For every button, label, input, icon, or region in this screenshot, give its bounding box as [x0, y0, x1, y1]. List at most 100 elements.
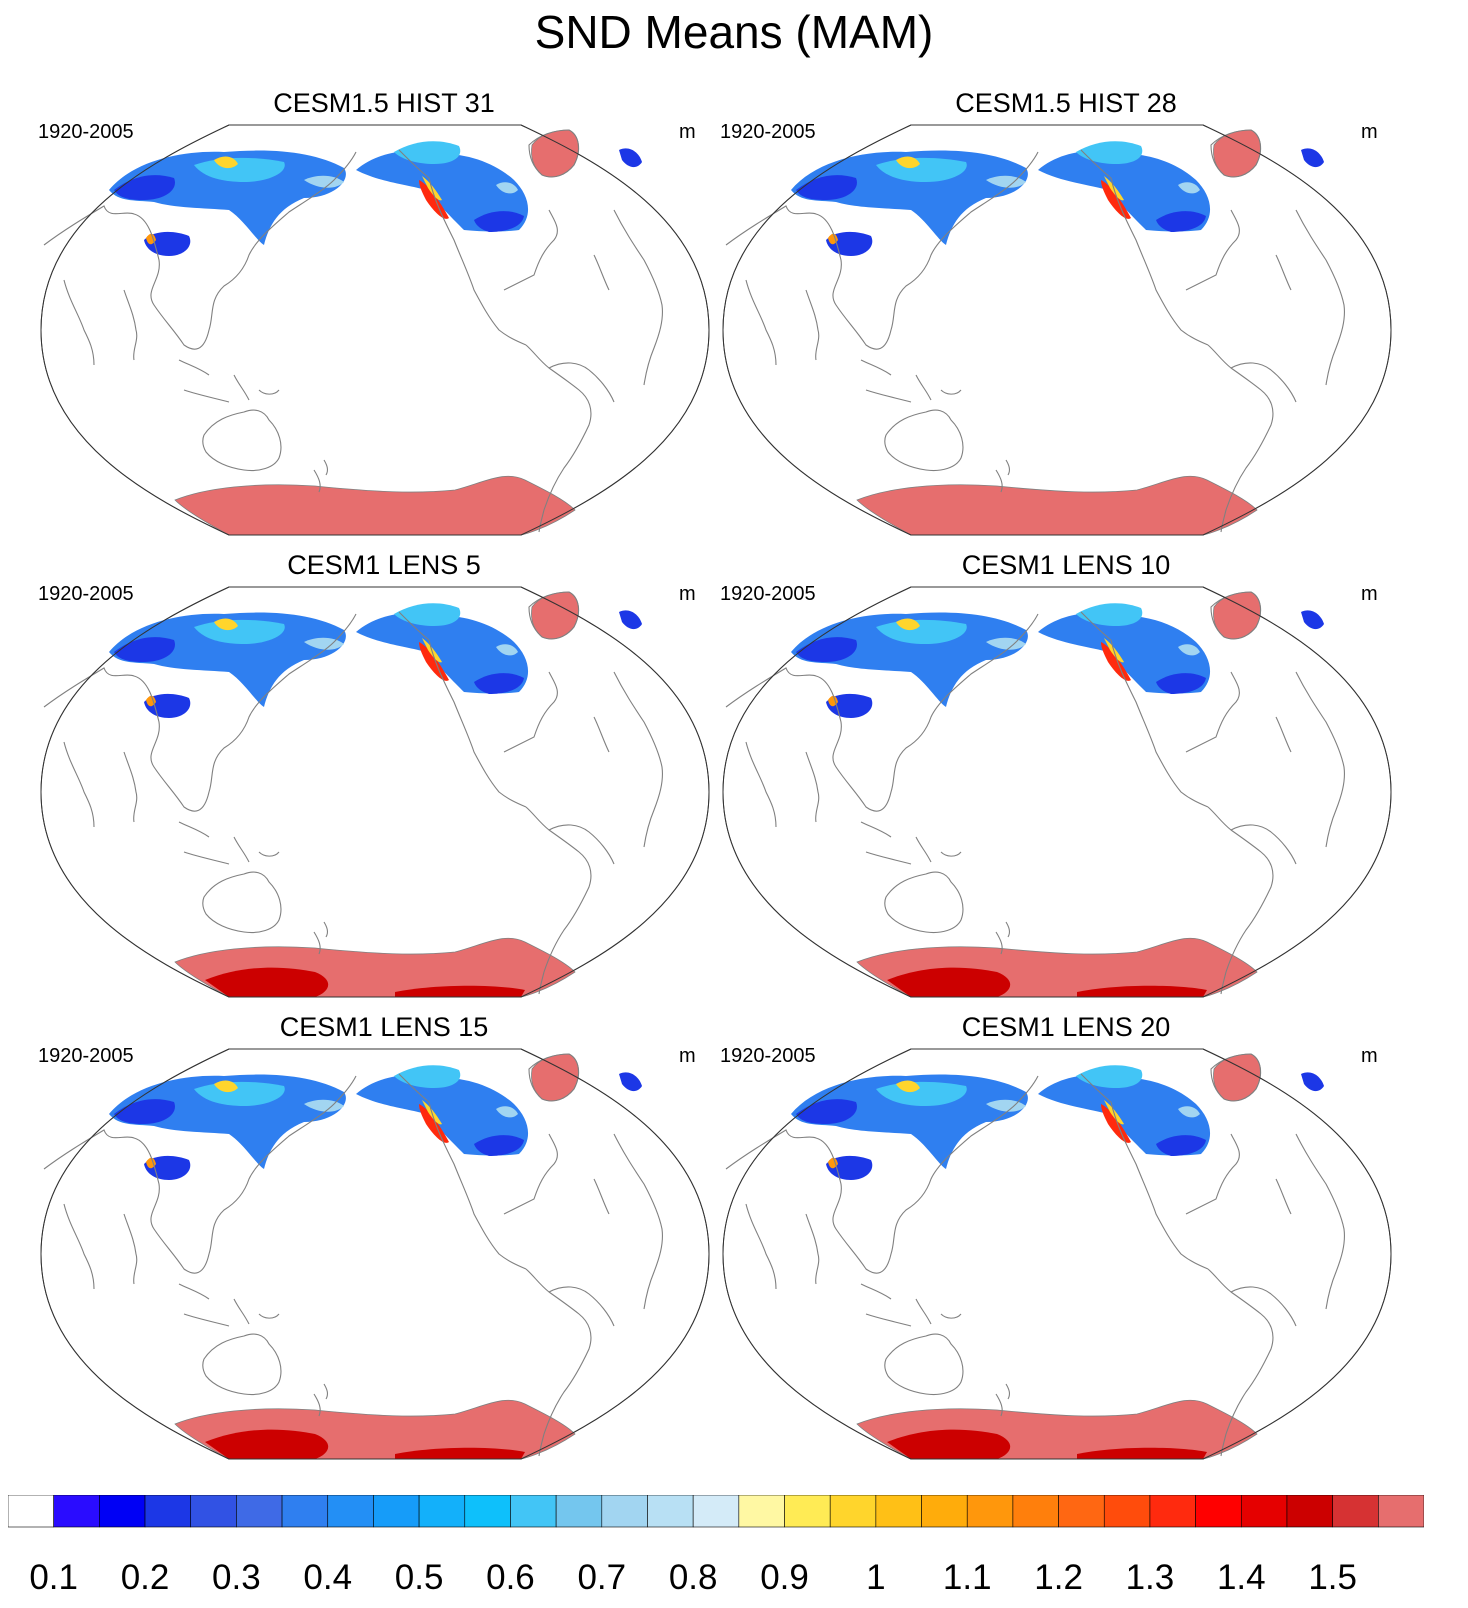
coastline [860, 359, 962, 403]
eurasia-snow-deep [896, 156, 920, 169]
colorbar-tick-label: 1.2 [1034, 1558, 1083, 1597]
colorbar-cell [1012, 1495, 1059, 1528]
rockies-snow-deep [419, 642, 449, 681]
eurasia-snow [791, 612, 1028, 707]
coastline [63, 741, 138, 828]
coastline [725, 1075, 1039, 1274]
antarctica-deep-snow [1077, 985, 1207, 997]
coastline [528, 591, 580, 640]
colorbar-cell [966, 1495, 1014, 1528]
coastline [178, 821, 280, 865]
map-panel: CESM1 LENS 20 1920-2005 m [716, 1012, 1416, 1474]
coastline [1275, 209, 1345, 386]
north-america-snow [356, 151, 529, 232]
coastline [548, 362, 615, 403]
north-america-snow-shallow [474, 1135, 524, 1156]
eurasia-snow [791, 150, 1028, 245]
eurasia-snow-deep [214, 156, 238, 169]
scandinavia-snow [1301, 148, 1324, 168]
arctic-canada-snow [394, 603, 461, 626]
eurasia-snow-east [304, 637, 344, 650]
arctic-canada-snow [394, 1065, 461, 1088]
quebec-snow [1178, 1106, 1200, 1118]
map-border [722, 586, 1392, 998]
coastline [745, 279, 820, 366]
coastline [725, 151, 1039, 350]
colorbar-cell [1149, 1495, 1196, 1528]
north-america-snow [1038, 151, 1211, 232]
arctic-canada-snow [1076, 603, 1143, 626]
coastline [725, 613, 1039, 812]
north-america-snow [1038, 1075, 1211, 1156]
eurasia-snow [109, 612, 346, 707]
eurasia-snow-east [304, 175, 344, 188]
tibet-snow [826, 231, 873, 256]
coastline [178, 1283, 280, 1327]
north-america-snow-shallow [1156, 211, 1206, 232]
coastline [1080, 611, 1209, 808]
antarctica-deep-snow [1077, 1447, 1207, 1459]
coastline [884, 409, 964, 472]
coastline [503, 209, 558, 291]
panel-title: CESM1 LENS 20 [961, 1012, 1171, 1042]
north-america-snow-shallow [474, 673, 524, 694]
antarctica-deep-snow [395, 1447, 525, 1459]
panel-years: 1920-2005 [720, 583, 816, 605]
colorbar-cell [1332, 1495, 1379, 1528]
coastline [43, 1075, 357, 1274]
colorbar-cell [53, 1495, 100, 1528]
antarctica-deep-snow [395, 985, 525, 997]
colorbar-tick-label: 0.6 [486, 1558, 535, 1597]
arctic-canada-snow [1076, 1065, 1143, 1088]
rockies-snow-deep [419, 1104, 449, 1143]
colorbar-cell [1103, 1495, 1151, 1528]
panel-title: CESM1 LENS 5 [287, 550, 481, 580]
colorbar-cell [738, 1495, 785, 1528]
coastline [313, 921, 329, 955]
panel-years: 1920-2005 [720, 1045, 816, 1067]
north-america-snow [1038, 613, 1211, 694]
robinson-map [722, 586, 1392, 998]
quebec-snow [496, 182, 518, 194]
coastline [63, 279, 138, 366]
map-border [40, 586, 710, 998]
rockies-snow-deep [1101, 1104, 1131, 1143]
coastline [593, 209, 663, 386]
scandinavia-snow [619, 1072, 642, 1092]
map-border [722, 124, 1392, 536]
coastline [398, 149, 527, 346]
tibet-snow [144, 693, 191, 718]
colorbar-cell [601, 1495, 648, 1528]
coastline [1210, 129, 1262, 178]
scandinavia-snow [619, 148, 642, 168]
coastline [398, 611, 527, 808]
robinson-map [722, 1048, 1392, 1460]
rockies-snow-deep [1101, 642, 1131, 681]
arctic-canada-snow [394, 141, 461, 164]
rockies-snow-deep [419, 180, 449, 219]
quebec-snow [1178, 644, 1200, 656]
coastline [1080, 149, 1209, 346]
coastline [313, 1383, 329, 1417]
eurasia-snow-mid [194, 619, 285, 644]
colorbar-cell [510, 1495, 557, 1528]
coastline [528, 129, 580, 178]
eurasia-snow-mid [194, 157, 285, 182]
coastline [995, 459, 1011, 493]
rockies-snow-deep [1101, 180, 1131, 219]
figure-title: SND Means (MAM) [534, 6, 934, 58]
colorbar-cell [921, 1495, 968, 1528]
panel-units: m [679, 1045, 696, 1067]
panel-years: 1920-2005 [38, 583, 134, 605]
robinson-map [40, 124, 710, 536]
eurasia-snow [791, 1074, 1028, 1169]
map-border [40, 1048, 710, 1460]
map-panel: CESM1 LENS 15 1920-2005 m [34, 1012, 734, 1474]
coastline [1230, 1286, 1297, 1327]
panel-units: m [679, 121, 696, 143]
colorbar-tick-label: 1.4 [1216, 1558, 1266, 1597]
colorbar-cell [784, 1495, 831, 1528]
colorbar-tick-label: 0.3 [212, 1558, 261, 1597]
colorbar-cell [1058, 1495, 1105, 1528]
panel-title: CESM1 LENS 10 [961, 550, 1171, 580]
